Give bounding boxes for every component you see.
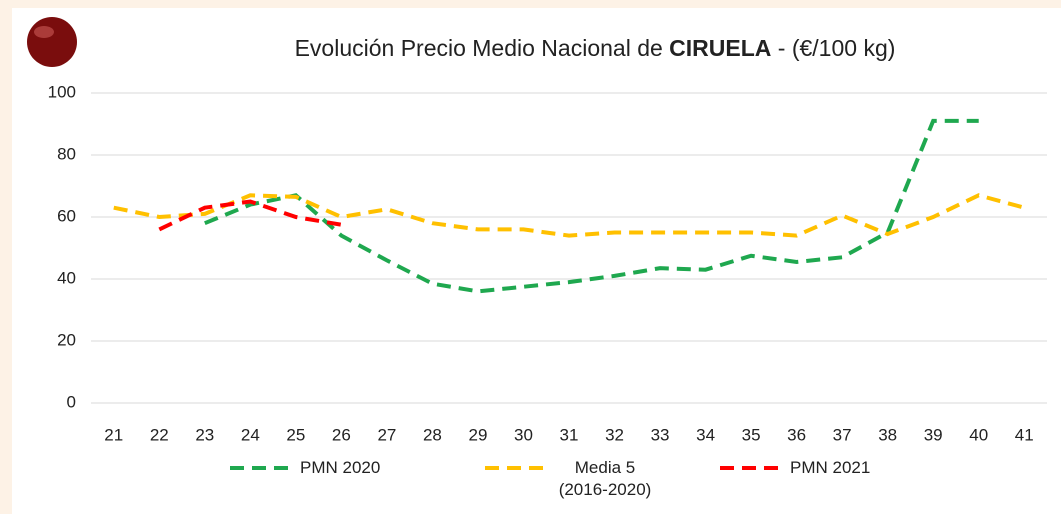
x-tick-label: 29 (468, 425, 487, 444)
x-tick-label: 24 (241, 425, 260, 444)
x-tick-label: 23 (195, 425, 214, 444)
x-tick-label: 32 (605, 425, 624, 444)
x-tick-label: 33 (651, 425, 670, 444)
x-tick-label: 37 (833, 425, 852, 444)
x-tick-label: 35 (742, 425, 761, 444)
chart-area (12, 8, 1061, 514)
y-tick-label: 80 (57, 144, 76, 163)
legend-label-box: Media 5 (2016-2020) (555, 457, 675, 513)
chart-title: Evolución Precio Medio Nacional de CIRUE… (295, 35, 896, 61)
title-part: Evolución Precio Medio Nacional de (295, 35, 663, 61)
legend-label-box: PMN 2020 (300, 457, 420, 513)
x-tick-label: 41 (1015, 425, 1034, 444)
legend-label: PMN 2020 (300, 457, 420, 479)
legend-label-box: PMN 2021 (790, 457, 910, 513)
legend-label: Media 5 (2016-2020) (555, 457, 655, 501)
x-tick-label: 40 (969, 425, 988, 444)
y-tick-label: 60 (57, 206, 76, 225)
x-tick-label: 36 (787, 425, 806, 444)
y-tick-label: 0 (67, 392, 76, 411)
x-tick-label: 28 (423, 425, 442, 444)
title-part: - (€/100 kg) (778, 35, 896, 61)
y-tick-label: 20 (57, 330, 76, 349)
x-tick-label: 34 (696, 425, 715, 444)
fruit-icon (27, 17, 77, 67)
x-tick-label: 30 (514, 425, 533, 444)
x-tick-label: 21 (104, 425, 123, 444)
y-tick-label: 100 (48, 82, 76, 101)
title-part: CIRUELA (669, 35, 771, 61)
page: Evolución Precio Medio Nacional de CIRUE… (0, 0, 1061, 514)
x-tick-label: 25 (286, 425, 305, 444)
x-tick-label: 31 (560, 425, 579, 444)
x-tick-label: 22 (150, 425, 169, 444)
legend-label: PMN 2021 (790, 457, 910, 479)
chart: Evolución Precio Medio Nacional de CIRUE… (0, 0, 1061, 514)
x-tick-label: 39 (924, 425, 943, 444)
x-tick-label: 38 (878, 425, 897, 444)
y-tick-label: 40 (57, 268, 76, 287)
x-tick-label: 27 (377, 425, 396, 444)
x-tick-label: 26 (332, 425, 351, 444)
